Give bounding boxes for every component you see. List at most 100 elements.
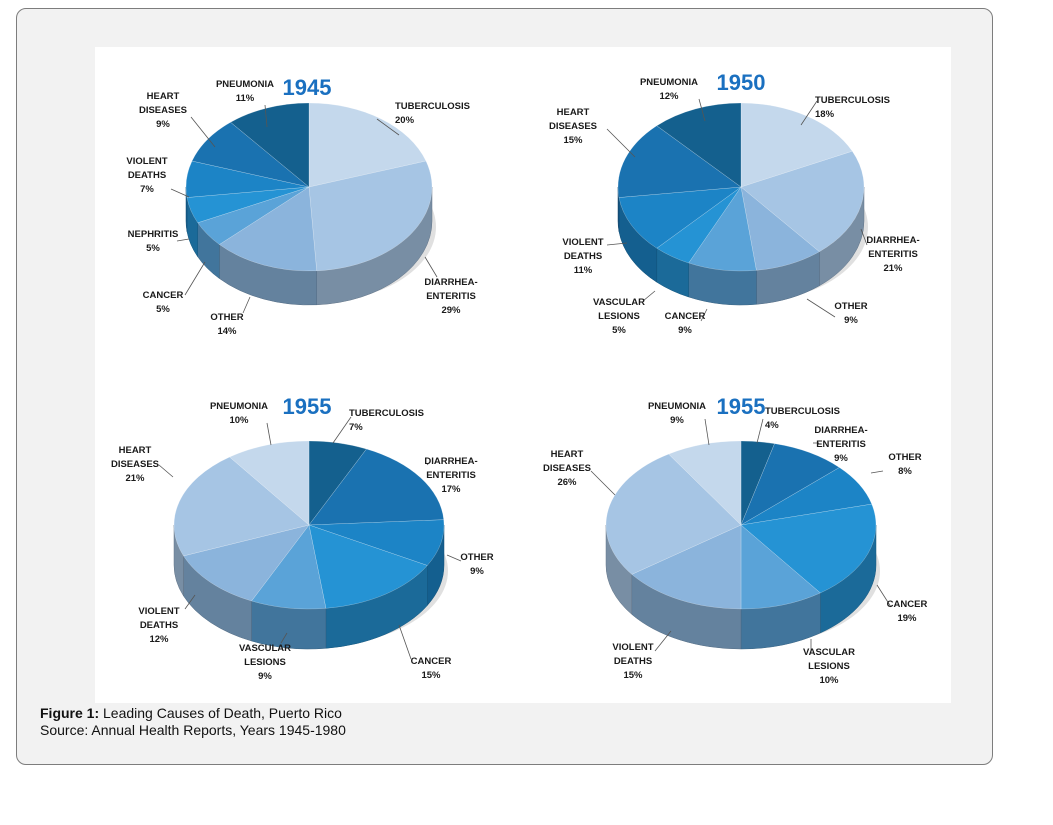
slice-value: 21% — [125, 473, 145, 484]
slice-label-tuberculosis: TUBERCULOSIS 7% — [332, 408, 424, 444]
slice-category: NEPHRITIS — [128, 229, 179, 240]
slice-value: 10% — [229, 415, 249, 426]
pie-slice-cancer — [308, 524, 428, 609]
slice-label-pneumonia: PNEUMONIA 10% — [210, 401, 272, 446]
pie-chart-1945-a: 1945 TUBERCULOSIS 20% DIARRHEA- ENTERITIS 29%… — [126, 75, 477, 337]
slice-value: 9% — [156, 119, 170, 130]
slice-label-cancer: CANCER 9% — [665, 308, 708, 336]
slice-category: CANCER — [665, 311, 706, 322]
pie-charts: 1945 TUBERCULOSIS 20% DIARRHEA- ENTERITIS 29%… — [111, 70, 927, 686]
slice-category: TUBERCULOSIS — [815, 95, 890, 106]
chart-title: 1945 — [283, 75, 332, 100]
pie-slice-heart-diseases — [617, 125, 742, 198]
slice-value: 7% — [349, 422, 363, 433]
leader-line — [654, 630, 672, 652]
leader-line — [264, 104, 268, 128]
leader-line — [184, 261, 206, 296]
slice-label-nephritis: NEPHRITIS 5% — [128, 229, 190, 254]
slice-category: VASCULAR — [593, 297, 645, 308]
leader-line — [700, 308, 708, 322]
slice-category: DIARRHEA- — [424, 456, 477, 467]
slice-label-diarrhea-enteritis: DIARRHEA- ENTERITIS 21% — [860, 228, 920, 274]
slice-value: 15% — [421, 670, 441, 681]
pie-slice-violent-deaths — [183, 524, 310, 602]
figure-caption: Figure 1: Leading Causes of Death, Puert… — [40, 705, 346, 739]
slice-category: PNEUMONIA — [648, 401, 706, 412]
slice-value: 21% — [883, 263, 903, 274]
slice-category: CANCER — [887, 599, 928, 610]
slice-value: 29% — [441, 305, 461, 316]
leader-line — [876, 584, 892, 608]
slice-label-vascular-lesions: VASCULAR LESIONS 10% — [803, 639, 855, 686]
slice-category: DIARRHEA- — [814, 425, 867, 436]
slice-category: DEATHS — [128, 170, 166, 181]
leader-line — [590, 470, 616, 496]
leader-line — [332, 416, 352, 444]
slice-label-heart-diseases: HEART DISEASES 9% — [139, 91, 216, 148]
slice-category: DEATHS — [564, 251, 602, 262]
slice-category: ENTERITIS — [816, 439, 866, 450]
slice-value: 7% — [140, 184, 154, 195]
leader-line — [426, 462, 430, 466]
slice-category: PNEUMONIA — [210, 401, 268, 412]
slice-label-vascular-lesions: VASCULAR LESIONS 5% — [593, 290, 656, 336]
slice-label-cancer: CANCER 15% — [398, 624, 451, 681]
slice-value: 5% — [156, 304, 170, 315]
slice-label-diarrhea-enteritis: DIARRHEA- ENTERITIS 29% — [424, 256, 478, 316]
pie-slice-heart-diseases — [605, 453, 742, 575]
slice-category: VIOLENT — [562, 237, 603, 248]
leader-line — [376, 118, 400, 136]
pie-chart-1955-a: 1955 TUBERCULOSIS 7% DIARRHEA- ENTERITIS 17% O… — [111, 394, 494, 682]
leader-line — [424, 256, 438, 278]
slice-value: 11% — [236, 93, 255, 104]
slice-value: 14% — [217, 326, 237, 337]
slice-value: 4% — [765, 420, 779, 431]
leader-line — [176, 238, 190, 242]
caption-source: Source: Annual Health Reports, Years 194… — [40, 722, 346, 738]
pie-slice-diarrhea-enteritis — [308, 448, 444, 526]
slice-category: HEART — [551, 449, 584, 460]
pie-side-walls — [617, 186, 865, 306]
slice-label-tuberculosis: TUBERCULOSIS 4% — [756, 406, 840, 444]
slice-category: CANCER — [143, 290, 184, 301]
pie-chart-1950-a: 1950 TUBERCULOSIS 18% DIARRHEA- ENTERITIS 21%… — [549, 70, 920, 336]
slice-category: VIOLENT — [126, 156, 167, 167]
slice-value: 9% — [670, 415, 684, 426]
slice-category: OTHER — [834, 301, 867, 312]
leader-line — [606, 242, 628, 246]
slice-category: DIARRHEA- — [866, 235, 919, 246]
slice-category: LESIONS — [244, 657, 286, 668]
pie-slice-heart-diseases — [173, 456, 310, 557]
slice-value: 9% — [844, 315, 858, 326]
slice-label-heart-diseases: HEART DISEASES 21% — [111, 445, 174, 484]
slice-category: DISEASES — [139, 105, 187, 116]
figure-card: 1945 TUBERCULOSIS 20% DIARRHEA- ENTERITIS 29%… — [16, 8, 993, 765]
pie-side-walls — [173, 524, 445, 650]
pie-slice-pneumonia — [229, 440, 310, 526]
pie-chart-1955-b: 1955 TUBERCULOSIS 4% DIARRHEA- ENTERITIS 9% OT… — [543, 394, 927, 686]
slice-category: TUBERCULOSIS — [349, 408, 424, 419]
leader-line — [158, 464, 174, 478]
leader-line — [642, 290, 656, 302]
slice-category: TUBERCULOSIS — [395, 101, 470, 112]
slice-value: 9% — [834, 453, 848, 464]
slice-value: 20% — [395, 115, 415, 126]
figure-image: 1945 TUBERCULOSIS 20% DIARRHEA- ENTERITIS 29%… — [95, 47, 951, 703]
pie-slice-violent-deaths — [631, 524, 742, 610]
slice-value: 18% — [815, 109, 835, 120]
leader-line — [870, 470, 884, 474]
slice-category: ENTERITIS — [426, 291, 476, 302]
slice-label-pneumonia: PNEUMONIA 12% — [640, 77, 706, 122]
slice-label-cancer: CANCER 5% — [143, 261, 206, 315]
slice-value: 8% — [898, 466, 912, 477]
chart-title: 1950 — [717, 70, 766, 95]
slice-value: 17% — [441, 484, 461, 495]
leader-line — [242, 296, 251, 314]
leader-line — [860, 228, 868, 246]
slice-label-other: OTHER 14% — [210, 296, 251, 337]
slice-category: VIOLENT — [138, 606, 179, 617]
slice-value: 10% — [819, 675, 839, 686]
slice-label-violent-deaths: VIOLENT DEATHS 15% — [612, 630, 672, 681]
pie-slice-diarrhea-enteritis — [308, 160, 433, 272]
slice-category: VASCULAR — [239, 643, 291, 654]
